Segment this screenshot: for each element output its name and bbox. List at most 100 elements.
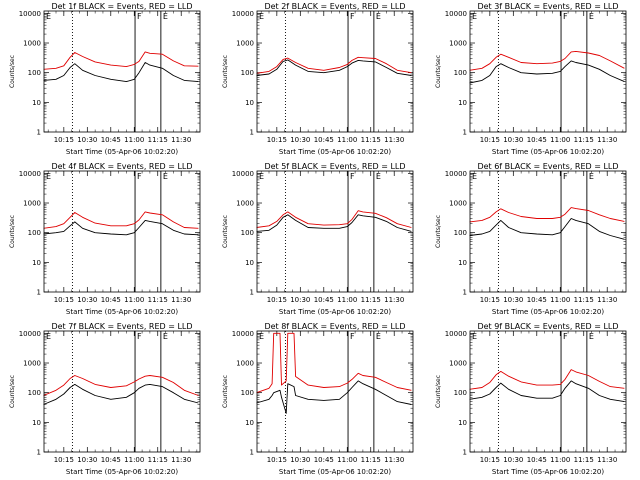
x-tick-label: 10:45 [101,136,121,144]
x-tick-label: 11:15 [574,296,594,304]
x-tick-label: 11:30 [171,456,191,464]
corner-letter: E [376,332,381,341]
corner-letter: F [137,332,142,341]
y-axis-label: Counts/sec [222,375,229,408]
series-lld [469,50,625,71]
panel-det-7: Det 7f BLACK = Events, RED = LLD Counts/s… [9,322,201,476]
corner-letter: E [46,332,51,341]
panel-title: Det 5f BLACK = Events, RED = LLD [264,162,405,171]
corner-letter: F [350,332,355,341]
y-tick-label: 100 [28,229,41,237]
corner-letter: F [350,172,355,181]
panel-det-4: Det 4f BLACK = Events, RED = LLD Counts/s… [9,162,201,316]
x-tick-label: 10:45 [527,296,547,304]
x-tick-label: 10:30 [290,296,310,304]
corner-letter: E [163,12,168,21]
x-tick-label: 10:15 [480,456,500,464]
y-tick-label: 10 [32,259,41,267]
x-tick-label: 11:00 [550,456,570,464]
y-tick-label: 10 [458,419,467,427]
corner-letter: F [137,12,142,21]
y-tick-label: 1 [463,129,467,137]
corner-letter: E [259,172,264,181]
y-tick-label: 10 [458,99,467,107]
y-tick-label: 10000 [445,10,467,18]
corner-letter: E [259,332,264,341]
x-tick-label: 11:00 [337,136,357,144]
panel-det-2: Det 2f BLACK = Events, RED = LLD Counts/s… [222,2,414,156]
series-events [469,218,625,240]
corner-letter: E [376,12,381,21]
x-tick-label: 10:45 [101,456,121,464]
plot-frame [256,330,414,453]
y-tick-label: 100 [454,229,467,237]
x-tick-label: 11:15 [361,136,381,144]
y-tick-label: 100 [28,69,41,77]
x-tick-label: 10:30 [77,456,97,464]
y-tick-label: 10000 [232,170,254,178]
y-tick-label: 10000 [232,330,254,338]
y-axis-label: Counts/sec [435,375,442,408]
y-tick-label: 10 [32,99,41,107]
y-tick-label: 100 [28,389,41,397]
x-tick-label: 10:15 [54,296,74,304]
y-axis-label: Counts/sec [435,215,442,248]
y-tick-label: 1000 [449,40,467,48]
y-tick-label: 100 [454,389,467,397]
x-tick-label: 10:45 [314,456,334,464]
panel-title: Det 2f BLACK = Events, RED = LLD [264,2,405,11]
y-tick-label: 1 [250,129,254,137]
corner-letter: F [563,12,568,21]
corner-letter: E [46,12,51,21]
corner-letter: E [259,12,264,21]
x-axis-label: Start Time (05-Apr-06 10:02:20) [66,148,178,156]
x-tick-label: 10:30 [290,456,310,464]
y-tick-label: 10000 [19,10,41,18]
x-tick-label: 10:30 [503,296,523,304]
plot-frame [256,170,414,293]
y-tick-label: 10 [245,259,254,267]
y-tick-label: 1000 [236,360,254,368]
series-lld [469,369,625,390]
x-tick-label: 11:15 [361,296,381,304]
panel-title: Det 3f BLACK = Events, RED = LLD [477,2,618,11]
panel-title: Det 1f BLACK = Events, RED = LLD [51,2,192,11]
plot-frame [469,330,627,453]
series-lld [43,51,199,70]
x-tick-label: 10:30 [503,136,523,144]
series-lld [469,207,625,223]
y-tick-label: 100 [241,389,254,397]
corner-letter: E [163,332,168,341]
x-tick-label: 11:15 [148,456,168,464]
y-axis-label: Counts/sec [9,55,16,88]
corner-letter: E [163,172,168,181]
y-tick-label: 1 [463,449,467,457]
series-events [43,62,199,83]
panel-det-9: Det 9f BLACK = Events, RED = LLD Counts/s… [435,322,627,476]
x-tick-label: 11:30 [384,296,404,304]
series-lld [43,375,199,396]
x-tick-label: 10:15 [480,136,500,144]
x-tick-label: 10:45 [314,296,334,304]
x-tick-label: 10:45 [101,296,121,304]
x-axis-label: Start Time (05-Apr-06 10:02:20) [492,308,604,316]
x-axis-label: Start Time (05-Apr-06 10:02:20) [66,308,178,316]
x-axis-label: Start Time (05-Apr-06 10:02:20) [66,468,178,476]
corner-letter: E [376,172,381,181]
panel-title: Det 7f BLACK = Events, RED = LLD [51,322,192,331]
y-tick-label: 10000 [19,170,41,178]
y-tick-label: 10 [245,99,254,107]
x-tick-label: 11:30 [597,136,617,144]
x-tick-label: 10:45 [314,136,334,144]
x-axis-label: Start Time (05-Apr-06 10:02:20) [279,148,391,156]
x-tick-label: 10:30 [77,136,97,144]
panel-title: Det 6f BLACK = Events, RED = LLD [477,162,618,171]
series-lld [256,332,412,394]
x-tick-label: 10:15 [267,456,287,464]
y-tick-label: 10000 [232,10,254,18]
x-tick-label: 11:00 [124,456,144,464]
x-tick-label: 11:30 [597,296,617,304]
panel-det-6: Det 6f BLACK = Events, RED = LLD Counts/s… [435,162,627,316]
y-axis-label: Counts/sec [9,215,16,248]
y-tick-label: 1 [37,289,41,297]
